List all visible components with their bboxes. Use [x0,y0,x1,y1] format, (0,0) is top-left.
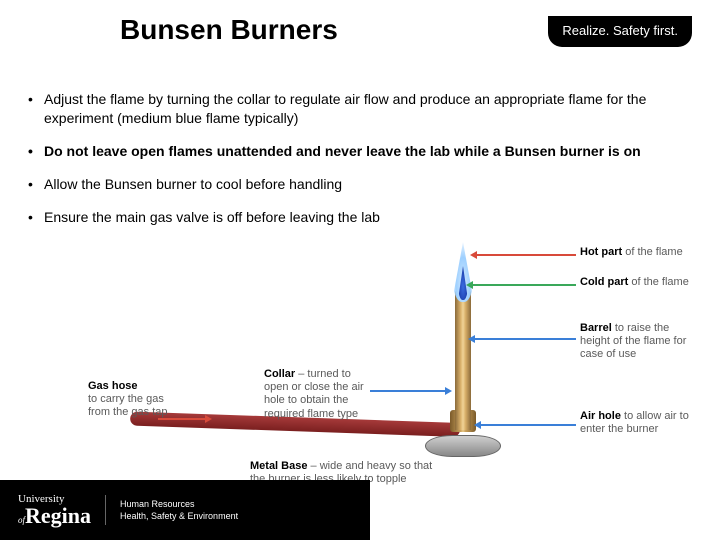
bullet-item: Allow the Bunsen burner to cool before h… [28,175,692,194]
barrel [455,290,471,430]
university-logo: University ofRegina [18,494,91,527]
arrow-barrel [474,338,576,340]
bullet-item: Do not leave open flames unattended and … [28,142,692,161]
bullet-list: Adjust the flame by turning the collar t… [28,90,692,240]
label-gashose: Gas hoseto carry the gas from the gas ta… [88,380,178,420]
label-hot: Hot part of the flame [580,246,690,259]
label-airhole: Air hole to allow air to enter the burne… [580,410,695,436]
bullet-item: Ensure the main gas valve is off before … [28,208,692,227]
label-cold: Cold part of the flame [580,276,690,289]
slide-title: Bunsen Burners [120,14,338,46]
label-collar: Collar – turned to open or close the air… [264,368,374,421]
footer-divider [105,495,106,525]
safety-badge: Realize. Safety first. [548,16,692,47]
arrow-cold [472,284,576,286]
footer-bar: University ofRegina Human Resources Heal… [0,480,370,540]
arrow-collar [370,390,446,392]
arrow-hot [476,254,576,256]
metal-base [425,435,501,457]
bunsen-diagram: Hot part of the flame Cold part of the f… [180,260,700,500]
department-text: Human Resources Health, Safety & Environ… [120,498,238,522]
label-barrel: Barrel to raise the height of the flame … [580,322,695,362]
bullet-item: Adjust the flame by turning the collar t… [28,90,692,128]
arrow-airhole [480,424,576,426]
